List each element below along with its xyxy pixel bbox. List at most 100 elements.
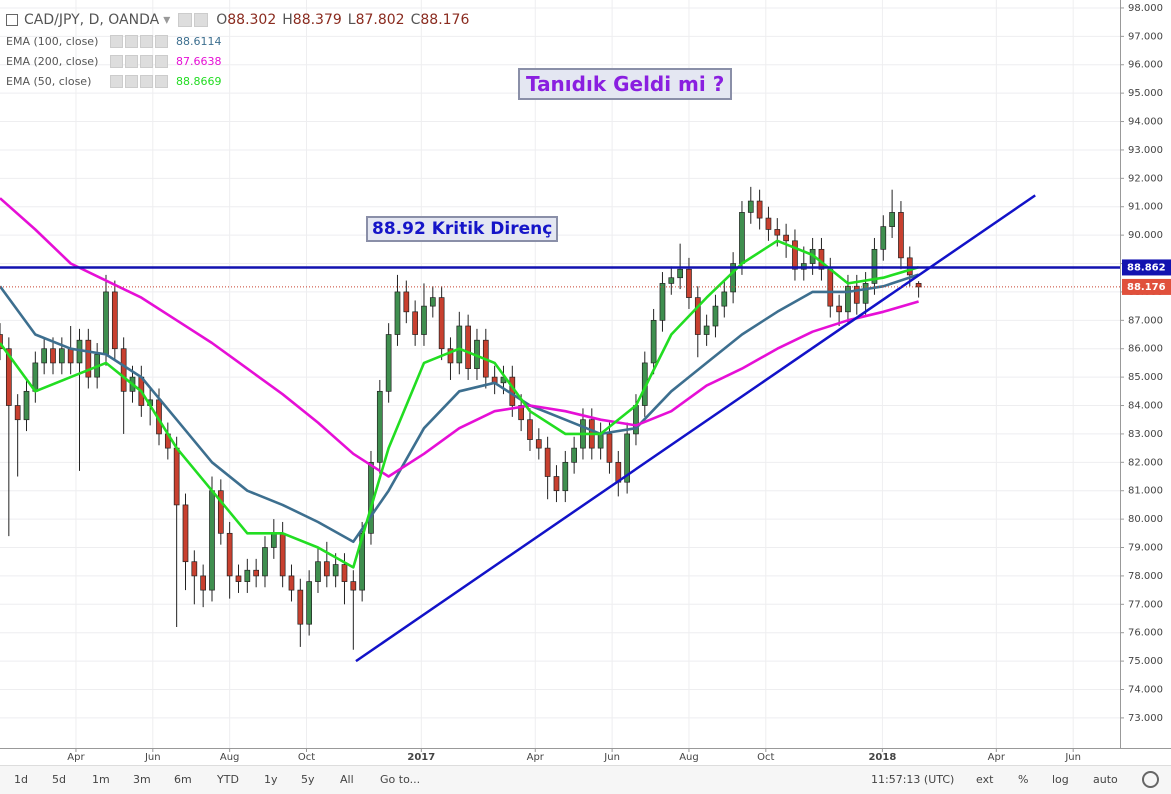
candle-body — [668, 277, 675, 284]
candle-body — [597, 433, 604, 449]
indicator-name[interactable]: EMA (100, close) — [6, 35, 99, 48]
bottom-toolbar: 1d 5d 1m 3m 6m YTD 1y 5y All Go to... 11:57:13 (UT… — [0, 765, 1171, 794]
indicator-icon — [110, 55, 123, 68]
ema-line — [0, 239, 919, 569]
candle-body — [385, 334, 392, 392]
price-badge — [1122, 259, 1171, 276]
indicator-name[interactable]: EMA (200, close) — [6, 55, 99, 68]
candle-body — [747, 200, 754, 213]
range-button[interactable]: 5d — [52, 773, 66, 786]
y-tick-label: 91.000 — [1128, 202, 1163, 213]
candle-body — [0, 334, 3, 350]
goto-button[interactable]: Go to... — [380, 773, 421, 786]
candle-body — [209, 490, 215, 591]
range-button[interactable]: 5y — [301, 773, 315, 786]
candle-body — [730, 263, 736, 293]
candle-body — [624, 433, 630, 483]
option-button[interactable]: ext — [976, 773, 994, 786]
indicator-icon — [155, 35, 168, 48]
ohlc-label: H — [282, 12, 293, 28]
y-tick-label: 97.000 — [1128, 31, 1163, 42]
range-button[interactable]: 1y — [264, 773, 278, 786]
candle-body — [279, 532, 286, 577]
candle-body — [297, 589, 304, 625]
candle-body — [23, 390, 30, 421]
candle-body — [686, 268, 692, 298]
candle-body — [703, 325, 710, 335]
range-button[interactable]: 3m — [133, 773, 151, 786]
y-tick-label: 87.000 — [1128, 315, 1163, 326]
y-tick-label: 76.000 — [1128, 628, 1163, 639]
candle-body — [756, 200, 763, 219]
candle-body — [429, 297, 436, 307]
candle-body — [853, 285, 860, 304]
candle-body — [403, 291, 410, 313]
range-button[interactable]: YTD — [217, 773, 239, 786]
candle-body — [836, 305, 842, 313]
ohlc-value: 88.176 — [420, 12, 470, 28]
y-tick-label: 82.000 — [1128, 457, 1163, 468]
option-button[interactable]: % — [1018, 773, 1029, 786]
y-tick-label: 81.000 — [1128, 486, 1163, 497]
candle-body — [244, 569, 251, 582]
x-tick-label: Aug — [220, 752, 240, 763]
candle-body — [739, 212, 745, 264]
x-tick-label: Apr — [67, 752, 85, 763]
y-tick-label: 73.000 — [1128, 713, 1163, 724]
candle-body — [14, 405, 21, 421]
ema-line — [0, 273, 920, 544]
candle-body — [67, 348, 74, 364]
candle-body — [447, 348, 454, 364]
symbol[interactable]: CAD/JPY, D, OANDA — [24, 12, 160, 28]
candle-body — [111, 291, 118, 350]
candle-body — [783, 234, 789, 242]
y-tick-label: 85.000 — [1128, 372, 1163, 383]
y-tick-label: 84.000 — [1128, 401, 1163, 412]
range-button[interactable]: All — [340, 773, 354, 786]
candle-body — [650, 319, 657, 364]
candle-body — [103, 291, 109, 355]
indicator-icon — [140, 75, 153, 88]
x-tick-label: Apr — [988, 752, 1006, 763]
ohlc-value: 88.379 — [292, 12, 342, 28]
candle-body — [226, 532, 233, 577]
range-button[interactable]: 6m — [174, 773, 192, 786]
indicator-name[interactable]: EMA (50, close) — [6, 75, 92, 88]
indicator-icon — [125, 55, 138, 68]
candle-body — [721, 291, 728, 307]
candle-body — [792, 240, 798, 270]
indicator-value: 88.8669 — [176, 75, 222, 88]
candle-body — [889, 212, 895, 227]
trend-line — [355, 194, 1036, 663]
indicator-icon — [125, 75, 138, 88]
x-tick-label: Oct — [298, 752, 315, 763]
option-button[interactable]: auto — [1093, 773, 1118, 786]
settings-icon[interactable] — [1142, 771, 1159, 788]
range-button[interactable]: 1d — [14, 773, 28, 786]
indicator-icon — [140, 55, 153, 68]
y-tick-label: 98.000 — [1128, 3, 1163, 14]
candle-body — [182, 504, 189, 563]
candle-body — [270, 532, 277, 548]
candle-body — [827, 268, 834, 307]
chart: 73.000 74.000 75.000 76.000 77.000 78.000 79.0… — [0, 0, 1171, 763]
candle-body — [332, 564, 339, 577]
candle-body — [191, 561, 198, 577]
candle-body — [765, 217, 772, 230]
candle-body — [527, 419, 533, 440]
ohlc-value: 87.802 — [355, 12, 405, 28]
range-button[interactable]: 1m — [92, 773, 110, 786]
option-button[interactable]: log — [1052, 773, 1069, 786]
ema-line — [0, 197, 919, 478]
ohlc-label: O — [216, 12, 228, 28]
candle-body — [323, 561, 330, 577]
plot-area — [0, 0, 1120, 748]
ohlc-label: L — [347, 12, 356, 28]
candle-body — [465, 325, 471, 369]
indicator-icon — [155, 55, 168, 68]
candle-body — [862, 283, 869, 304]
annotation: 88.92 Kritik Direnç — [366, 216, 559, 242]
y-tick-label: 83.000 — [1128, 429, 1163, 440]
y-tick-label: 96.000 — [1128, 60, 1163, 71]
